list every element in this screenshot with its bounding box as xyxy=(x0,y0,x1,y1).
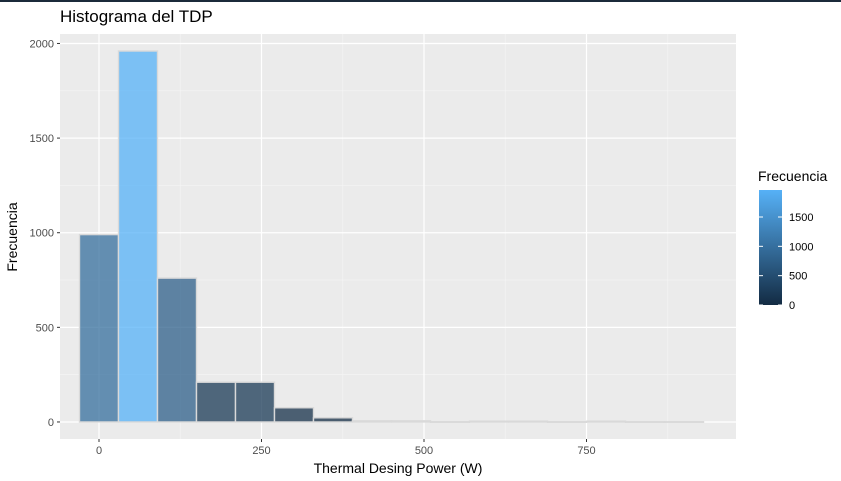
histogram-bar xyxy=(195,381,237,423)
legend-colorbar xyxy=(759,190,782,305)
x-tick-label: 500 xyxy=(415,445,433,457)
y-axis: 0 500 1000 1500 2000 xyxy=(30,38,60,429)
legend-ticks: 0 500 1000 1500 xyxy=(759,212,813,312)
legend: Frecuencia 0 500 1000 1500 xyxy=(758,168,827,312)
x-tick-label: 250 xyxy=(252,445,270,457)
histogram-bar xyxy=(390,420,432,423)
histogram-bar xyxy=(234,381,276,423)
y-tick-label: 1500 xyxy=(30,133,54,145)
legend-tick-label: 1500 xyxy=(789,212,813,224)
top-border-line xyxy=(0,0,841,2)
y-tick-label: 1000 xyxy=(30,228,54,240)
histogram-bar xyxy=(78,233,120,423)
x-tick-label: 750 xyxy=(577,445,595,457)
x-tick-label: 0 xyxy=(96,445,102,457)
y-tick-label: 0 xyxy=(48,417,54,429)
legend-tick-label: 0 xyxy=(789,300,795,312)
chart-title: Histograma del TDP xyxy=(60,7,213,26)
histogram-bar xyxy=(351,420,393,423)
histogram-bar xyxy=(468,420,510,423)
histogram-bar xyxy=(663,421,705,423)
histogram-bar xyxy=(429,421,471,423)
histogram-bar xyxy=(312,417,354,423)
x-axis-title: Thermal Desing Power (W) xyxy=(314,460,483,476)
histogram-bar xyxy=(273,407,315,423)
y-tick-label: 500 xyxy=(36,322,54,334)
histogram-bar xyxy=(546,421,588,423)
y-axis-title: Frecuencia xyxy=(4,202,20,271)
histogram-bar xyxy=(507,420,549,423)
histogram-bar xyxy=(585,420,627,423)
histogram-bar xyxy=(117,50,159,423)
histogram-bar xyxy=(156,277,198,423)
x-axis: 0 250 500 750 xyxy=(96,439,596,457)
legend-tick-label: 500 xyxy=(789,271,807,283)
histogram-bar xyxy=(624,421,666,423)
legend-tick-label: 1000 xyxy=(789,241,813,253)
y-tick-label: 2000 xyxy=(30,38,54,50)
legend-title: Frecuencia xyxy=(758,168,827,184)
histogram-bars xyxy=(78,50,705,423)
